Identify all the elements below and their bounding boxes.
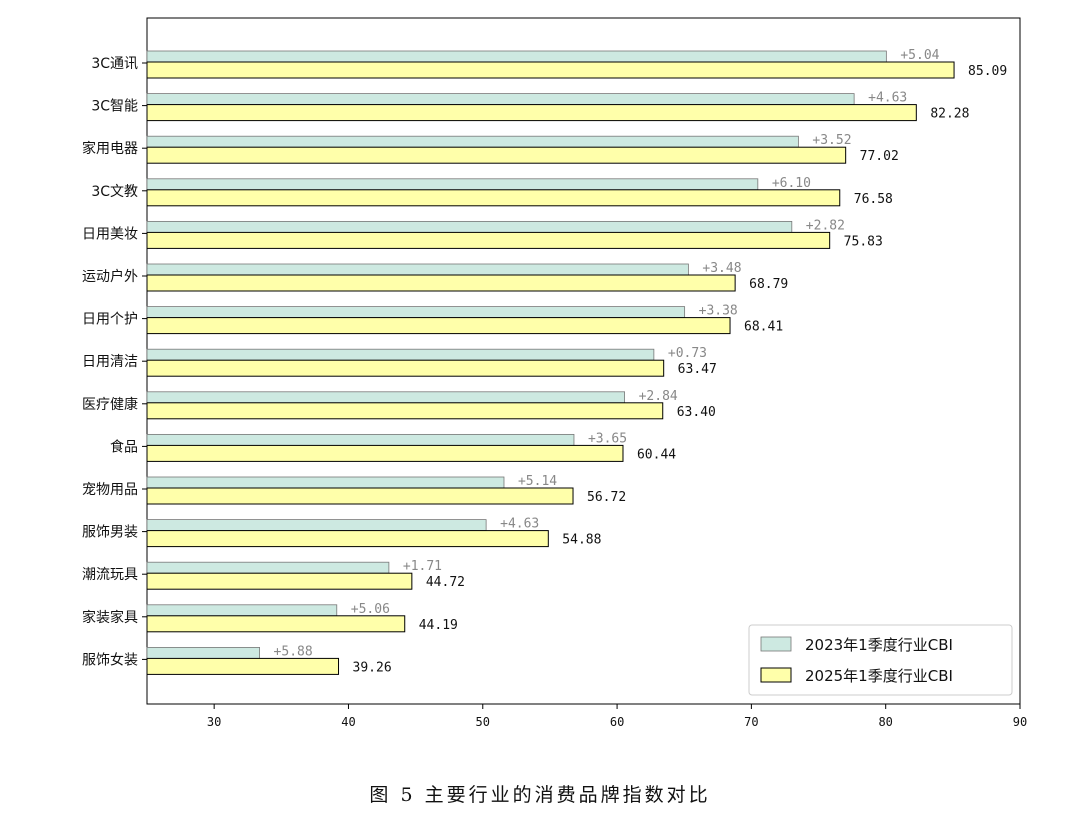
diff-label: +4.63 <box>500 517 539 532</box>
category-label: 日用美妆 <box>82 226 138 242</box>
bar-2025 <box>146 359 665 377</box>
bar-2025 <box>146 487 574 505</box>
value-label: 60.44 <box>637 447 676 462</box>
legend-box <box>748 624 1013 696</box>
category-label: 服饰女装 <box>82 651 138 668</box>
bar-2023 <box>146 263 689 276</box>
x-tick-label: 90 <box>1013 715 1027 729</box>
diff-label: +3.48 <box>702 261 741 276</box>
figure-caption: 图 5 主要行业的消费品牌指数对比 <box>369 784 711 806</box>
bar-2025 <box>146 189 841 207</box>
value-label: 75.83 <box>844 234 883 249</box>
bar-2023 <box>146 647 260 659</box>
value-label: 56.72 <box>587 490 626 505</box>
bar-2025 <box>146 104 917 122</box>
bar-2025 <box>146 146 847 164</box>
category-label: 服饰男装 <box>82 525 138 541</box>
value-label: 76.58 <box>854 192 893 207</box>
diff-label: +0.73 <box>668 346 707 361</box>
category-label: 宠物用品 <box>82 482 138 498</box>
category-label: 3C智能 <box>91 99 138 115</box>
bar-2025 <box>146 444 624 462</box>
bar-2025 <box>146 402 664 420</box>
bar-2025 <box>146 274 736 292</box>
category-label: 日用清洁 <box>82 354 138 370</box>
legend-label-2023: 2023年1季度行业CBI <box>805 636 953 654</box>
category-label: 医疗健康 <box>82 396 138 413</box>
bar-2025 <box>146 615 406 633</box>
bar-2023 <box>146 50 887 63</box>
x-tick-label: 30 <box>207 715 221 729</box>
bar-2023 <box>146 93 855 105</box>
value-label: 82.28 <box>930 107 969 122</box>
diff-label: +3.52 <box>812 133 851 148</box>
value-label: 39.26 <box>353 660 392 675</box>
x-tick-label: 50 <box>476 715 490 729</box>
value-label: 44.72 <box>426 575 465 590</box>
bar-2023 <box>146 391 625 404</box>
value-label: 63.47 <box>678 362 717 377</box>
diff-label: +2.84 <box>639 389 678 404</box>
diff-label: +5.04 <box>900 48 939 63</box>
bar-2023 <box>146 604 338 617</box>
diff-label: +3.38 <box>699 304 738 319</box>
legend-swatch-2023 <box>760 636 792 652</box>
bar-2023 <box>146 178 759 191</box>
value-label: 54.88 <box>562 533 601 548</box>
diff-label: +6.10 <box>772 176 811 191</box>
diff-label: +5.06 <box>351 602 390 617</box>
category-label: 食品 <box>110 438 138 455</box>
diff-label: +1.71 <box>403 559 442 574</box>
bar-2025 <box>146 231 831 249</box>
bar-2025 <box>146 317 731 335</box>
bar-2023 <box>146 135 799 148</box>
category-label: 家用电器 <box>82 140 138 157</box>
diff-label: +5.88 <box>274 644 313 659</box>
category-label: 3C文教 <box>91 184 138 200</box>
value-label: 68.79 <box>749 277 788 292</box>
bar-2025 <box>146 657 340 675</box>
bar-2023 <box>146 306 686 319</box>
value-label: 63.40 <box>677 405 716 420</box>
bar-2023 <box>146 519 487 531</box>
x-tick-label: 60 <box>610 715 624 729</box>
x-tick-label: 70 <box>744 715 758 729</box>
value-label: 85.09 <box>968 64 1007 79</box>
category-label: 3C通讯 <box>91 56 138 72</box>
bar-2023 <box>146 348 655 361</box>
value-label: 77.02 <box>860 149 899 164</box>
diff-label: +4.63 <box>868 91 907 106</box>
bar-2025 <box>146 530 549 548</box>
bar-2023 <box>146 561 390 574</box>
bar-2023 <box>146 220 793 233</box>
diff-label: +2.82 <box>806 218 845 233</box>
diff-label: +5.14 <box>518 474 557 489</box>
x-tick-label: 40 <box>341 715 355 729</box>
legend-label-2025: 2025年1季度行业CBI <box>805 667 953 685</box>
category-label: 日用个护 <box>82 312 138 328</box>
category-label: 家装家具 <box>82 609 138 626</box>
value-label: 44.19 <box>419 618 458 633</box>
bar-2025 <box>146 61 955 79</box>
bar-2023 <box>146 476 505 489</box>
diff-label: +3.65 <box>588 431 627 446</box>
bar-2023 <box>146 433 575 446</box>
bar-chart: 30 40 50 60 70 80 90 3C通讯 +5.04 85.09 3C智能 +4.63 82.… <box>82 17 1027 729</box>
bar-2025 <box>146 572 413 590</box>
value-label: 68.41 <box>744 320 783 335</box>
category-label: 运动户外 <box>82 268 138 285</box>
category-label: 潮流玩具 <box>82 567 138 583</box>
x-tick-label: 80 <box>878 715 892 729</box>
legend-swatch-2025 <box>760 667 792 683</box>
